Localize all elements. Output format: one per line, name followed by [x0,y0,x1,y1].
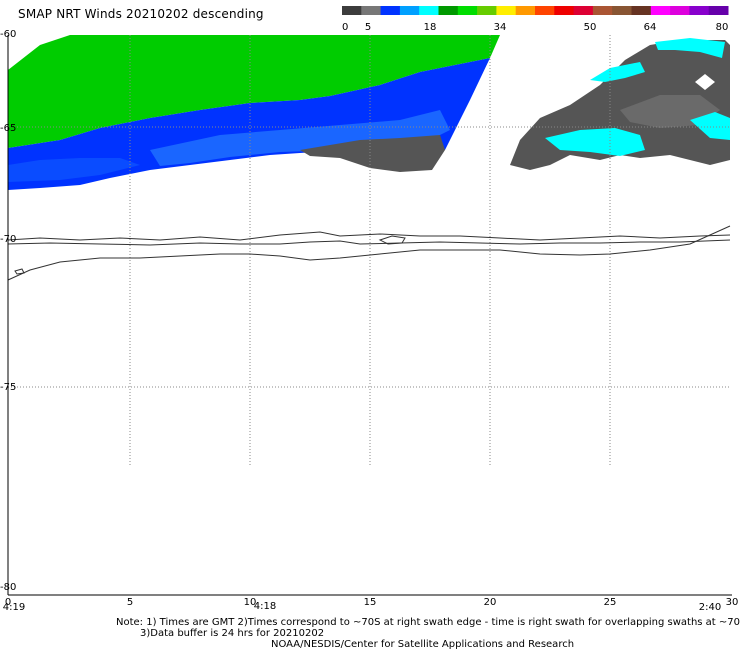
colorbar-segment [631,6,652,15]
x-axis-labels: 0 5 10 15 20 25 30 [5,597,739,608]
swath-green-area [8,35,500,148]
colorbar-label: 50 [584,22,597,33]
colorbar-segment [457,6,478,15]
colorbar-segment [689,6,710,15]
colorbar-segment [361,6,382,15]
note-line-1: Note: 1) Times are GMT 2)Times correspon… [116,617,740,628]
swath-right-cyan-3 [545,128,645,156]
x-tick-label: 25 [604,597,617,608]
colorbar-segment [535,6,555,15]
swath-right-cyan-4 [690,112,730,140]
colorbar-label: 5 [365,22,371,33]
time-label: 4:18 [254,601,276,612]
colorbar-segment [496,6,517,15]
y-tick-label: -65 [0,123,16,134]
colorbar-segment [438,6,459,15]
colorbar: 0 5 18 34 50 64 80 [342,6,729,33]
graticule [8,35,730,465]
colorbar-segment [419,6,439,15]
x-tick-label: 30 [726,597,739,608]
colorbar-segment [592,6,613,15]
colorbar-label: 18 [424,22,437,33]
coastline [7,225,731,281]
y-tick-label: -75 [0,382,16,393]
note-line-2: 3)Data buffer is 24 hrs for 20210202 [140,628,325,639]
swath-right-white-hole [695,74,715,90]
colorbar-label: 64 [644,22,657,33]
swath-lightblue-area [150,110,450,166]
colorbar-segment [670,6,690,15]
colorbar-segment [554,6,575,15]
wind-swath-left [8,35,500,190]
swath-right-cyan-2 [655,38,725,58]
y-axis-labels: -60 -65 -70 -75 -80 [0,29,16,593]
colorbar-label: 80 [716,22,729,33]
colorbar-segment [573,6,594,15]
y-tick-label: -60 [0,29,16,40]
colorbar-segment [380,6,401,15]
axis-frame [7,35,732,596]
x-tick-label: 0 [5,597,11,608]
x-tick-label: 20 [484,597,497,608]
swath-gray-area [300,135,445,172]
colorbar-label: 34 [494,22,507,33]
credit-line: NOAA/NESDIS/Center for Satellite Applica… [271,639,575,650]
x-tick-label: 5 [127,597,133,608]
wind-swath-right [510,38,730,170]
y-tick-label: -70 [0,234,16,245]
colorbar-label: 0 [342,22,348,33]
colorbar-segment [650,6,671,15]
swath-right-cyan-1 [590,62,645,82]
colorbar-segment [477,6,497,15]
swath-blue-area [8,58,490,190]
colorbar-segment [515,6,536,15]
colorbar-segment [399,6,420,15]
x-tick-label: 15 [364,597,377,608]
colorbar-segment [708,6,729,15]
time-labels: 4:19 4:18 2:40 [3,601,721,613]
time-label: 4:19 [3,602,25,613]
map-title: SMAP NRT Winds 20210202 descending [18,7,264,21]
y-tick-label: -80 [0,582,16,593]
x-tick-label: 10 [244,597,257,608]
time-label: 2:40 [699,602,721,613]
colorbar-segment [612,6,632,15]
swath-lightblue-area-2 [8,158,140,182]
colorbar-segment [342,6,362,15]
